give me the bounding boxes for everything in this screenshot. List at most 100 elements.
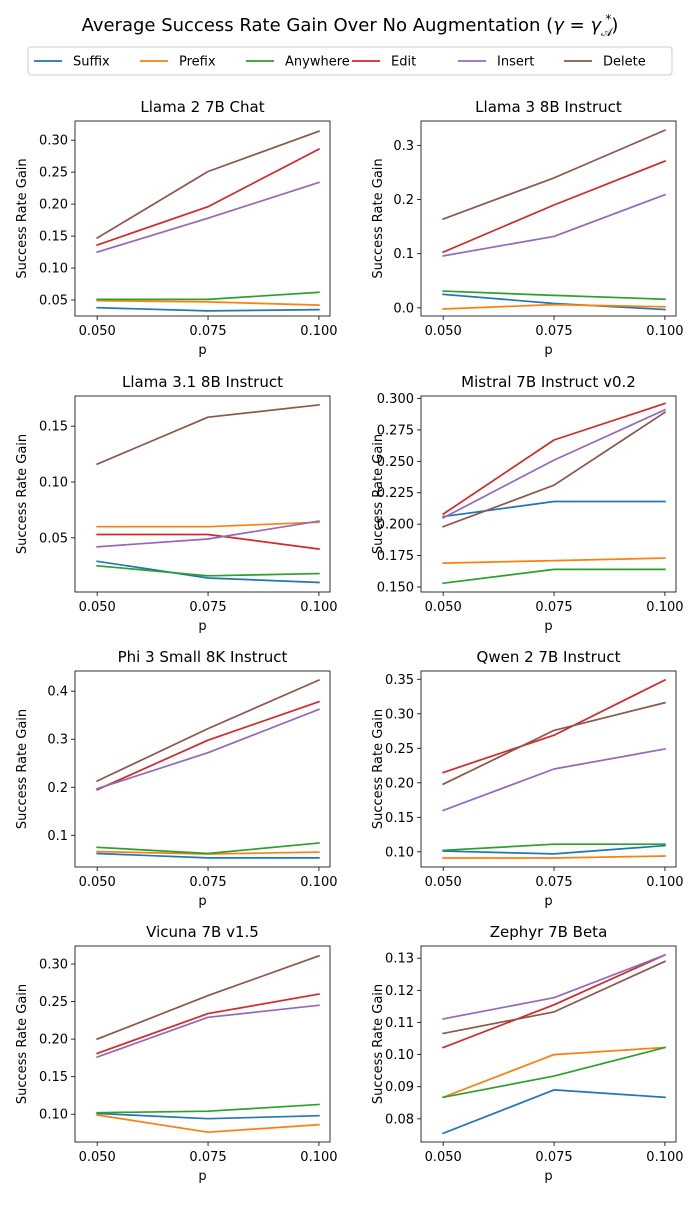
series-line-edit <box>442 678 667 774</box>
series-line-delete <box>442 129 667 221</box>
x-axis-label: p <box>544 343 552 358</box>
series-line-suffix <box>442 844 666 855</box>
series-line-prefix <box>442 1046 666 1099</box>
series-line-anywhere <box>96 1103 320 1114</box>
series-line-edit <box>96 700 320 791</box>
x-tick-label: 0.050 <box>79 600 116 615</box>
series-line-anywhere <box>442 843 666 852</box>
y-tick-label: 0.250 <box>377 455 414 470</box>
subplot-4: Mistral 7B Instruct v0.2 0.150 0.175 0.200 0… <box>371 373 684 634</box>
x-tick-label: 0.050 <box>79 324 116 339</box>
y-tick-label: 0.15 <box>39 230 68 245</box>
x-axis-label: p <box>198 343 206 358</box>
series-line-delete <box>442 960 667 1035</box>
series-line-edit <box>442 953 667 1049</box>
plot-frame <box>74 395 331 593</box>
x-tick-label: 0.075 <box>535 1150 572 1165</box>
y-tick-label: 0.30 <box>39 134 68 149</box>
y-tick-label: 0.20 <box>39 1033 68 1048</box>
series-line-edit <box>96 147 321 247</box>
series-line-edit <box>96 993 320 1055</box>
y-axis-label: Success Rate Gain <box>15 434 30 554</box>
y-axis-label: Success Rate Gain <box>371 158 386 278</box>
x-tick-label: 0.100 <box>300 600 337 615</box>
x-axis-label: p <box>544 619 552 634</box>
y-tick-label: 0.4 <box>47 685 68 700</box>
x-tick-label: 0.100 <box>646 324 683 339</box>
y-tick-label: 0.15 <box>39 420 68 435</box>
y-tick-label: 0.05 <box>39 531 68 546</box>
x-tick-label: 0.050 <box>79 875 116 890</box>
y-tick-label: 0.10 <box>39 475 68 490</box>
y-axis-label: Success Rate Gain <box>371 434 386 554</box>
series-line-suffix <box>96 852 320 859</box>
x-tick-label: 0.100 <box>646 1150 683 1165</box>
y-tick-label: 0.20 <box>39 198 68 213</box>
x-axis-label: p <box>198 619 206 634</box>
y-tick-label: 0.25 <box>39 995 68 1010</box>
series-line-suffix <box>96 560 320 584</box>
y-tick-label: 0.10 <box>39 262 68 277</box>
subplot-6: Qwen 2 7B Instruct 0.10 0.15 0.20 0.25 0.30 0.… <box>371 648 684 909</box>
subplot-title: Llama 2 7B Chat <box>140 98 264 116</box>
y-axis-label: Success Rate Gain <box>15 984 30 1104</box>
legend-label: Prefix <box>179 55 216 70</box>
series-line-edit <box>442 402 666 516</box>
y-tick-label: 0.30 <box>385 707 414 722</box>
legend-item-suffix: Suffix <box>34 55 110 70</box>
figure-title: Average Success Rate Gain Over No Augmen… <box>82 12 619 39</box>
y-tick-label: 0.35 <box>385 673 414 688</box>
subplot-title: Llama 3 8B Instruct <box>475 98 622 116</box>
x-tick-label: 0.100 <box>646 600 683 615</box>
x-tick-label: 0.075 <box>535 875 572 890</box>
y-tick-label: 0.30 <box>39 958 68 973</box>
series-line-delete <box>96 954 320 1041</box>
series-line-insert <box>96 520 320 548</box>
legend-label: Edit <box>391 55 416 70</box>
y-tick-label: 0.15 <box>39 1070 68 1085</box>
legend-item-anywhere: Anywhere <box>246 55 350 70</box>
series-line-suffix <box>96 306 320 312</box>
series-line-insert <box>96 181 320 254</box>
series-line-insert <box>442 953 666 1020</box>
y-tick-label: 0.13 <box>385 952 414 967</box>
subplot-title: Phi 3 Small 8K Instruct <box>118 648 288 666</box>
legend-label: Delete <box>603 55 646 70</box>
x-tick-label: 0.050 <box>425 324 462 339</box>
legend-label: Suffix <box>73 55 110 70</box>
plot-frame <box>420 945 677 1143</box>
x-tick-label: 0.075 <box>189 875 226 890</box>
x-tick-label: 0.050 <box>425 600 462 615</box>
y-tick-label: 0.10 <box>385 845 414 860</box>
series-line-anywhere <box>442 1046 666 1099</box>
series-line-suffix <box>442 500 666 518</box>
series-line-prefix <box>96 521 320 528</box>
x-tick-label: 0.100 <box>646 875 683 890</box>
series-line-insert <box>442 193 666 257</box>
x-tick-label: 0.050 <box>79 1150 116 1165</box>
y-tick-label: 0.09 <box>385 1080 414 1095</box>
x-tick-label: 0.100 <box>300 1150 337 1165</box>
y-tick-label: 0.10 <box>39 1108 68 1123</box>
legend-item-edit: Edit <box>352 55 416 70</box>
plot-frame <box>420 395 677 593</box>
series-line-anywhere <box>442 290 666 301</box>
y-tick-label: 0.1 <box>47 829 68 844</box>
subplot-2: Llama 3 8B Instruct 0.0 0.1 0.2 0.3 0.050 0.07… <box>371 98 684 358</box>
subplot-1: Llama 2 7B Chat 0.05 0.10 0.15 0.20 0.25 0.30 0… <box>15 98 338 358</box>
x-tick-label: 0.050 <box>425 875 462 890</box>
y-tick-label: 0.11 <box>385 1016 414 1031</box>
y-tick-label: 0.2 <box>393 193 414 208</box>
series-line-delete <box>96 403 320 466</box>
series-line-insert <box>96 708 321 790</box>
x-tick-label: 0.075 <box>189 600 226 615</box>
y-axis-label: Success Rate Gain <box>15 709 30 829</box>
series-line-prefix <box>442 557 666 564</box>
y-axis-label: Success Rate Gain <box>371 984 386 1104</box>
plot-frame <box>74 945 331 1143</box>
plot-frame <box>420 670 677 868</box>
series-line-anywhere <box>96 291 320 301</box>
y-tick-label: 0.15 <box>385 811 414 826</box>
series-line-delete <box>96 130 320 240</box>
